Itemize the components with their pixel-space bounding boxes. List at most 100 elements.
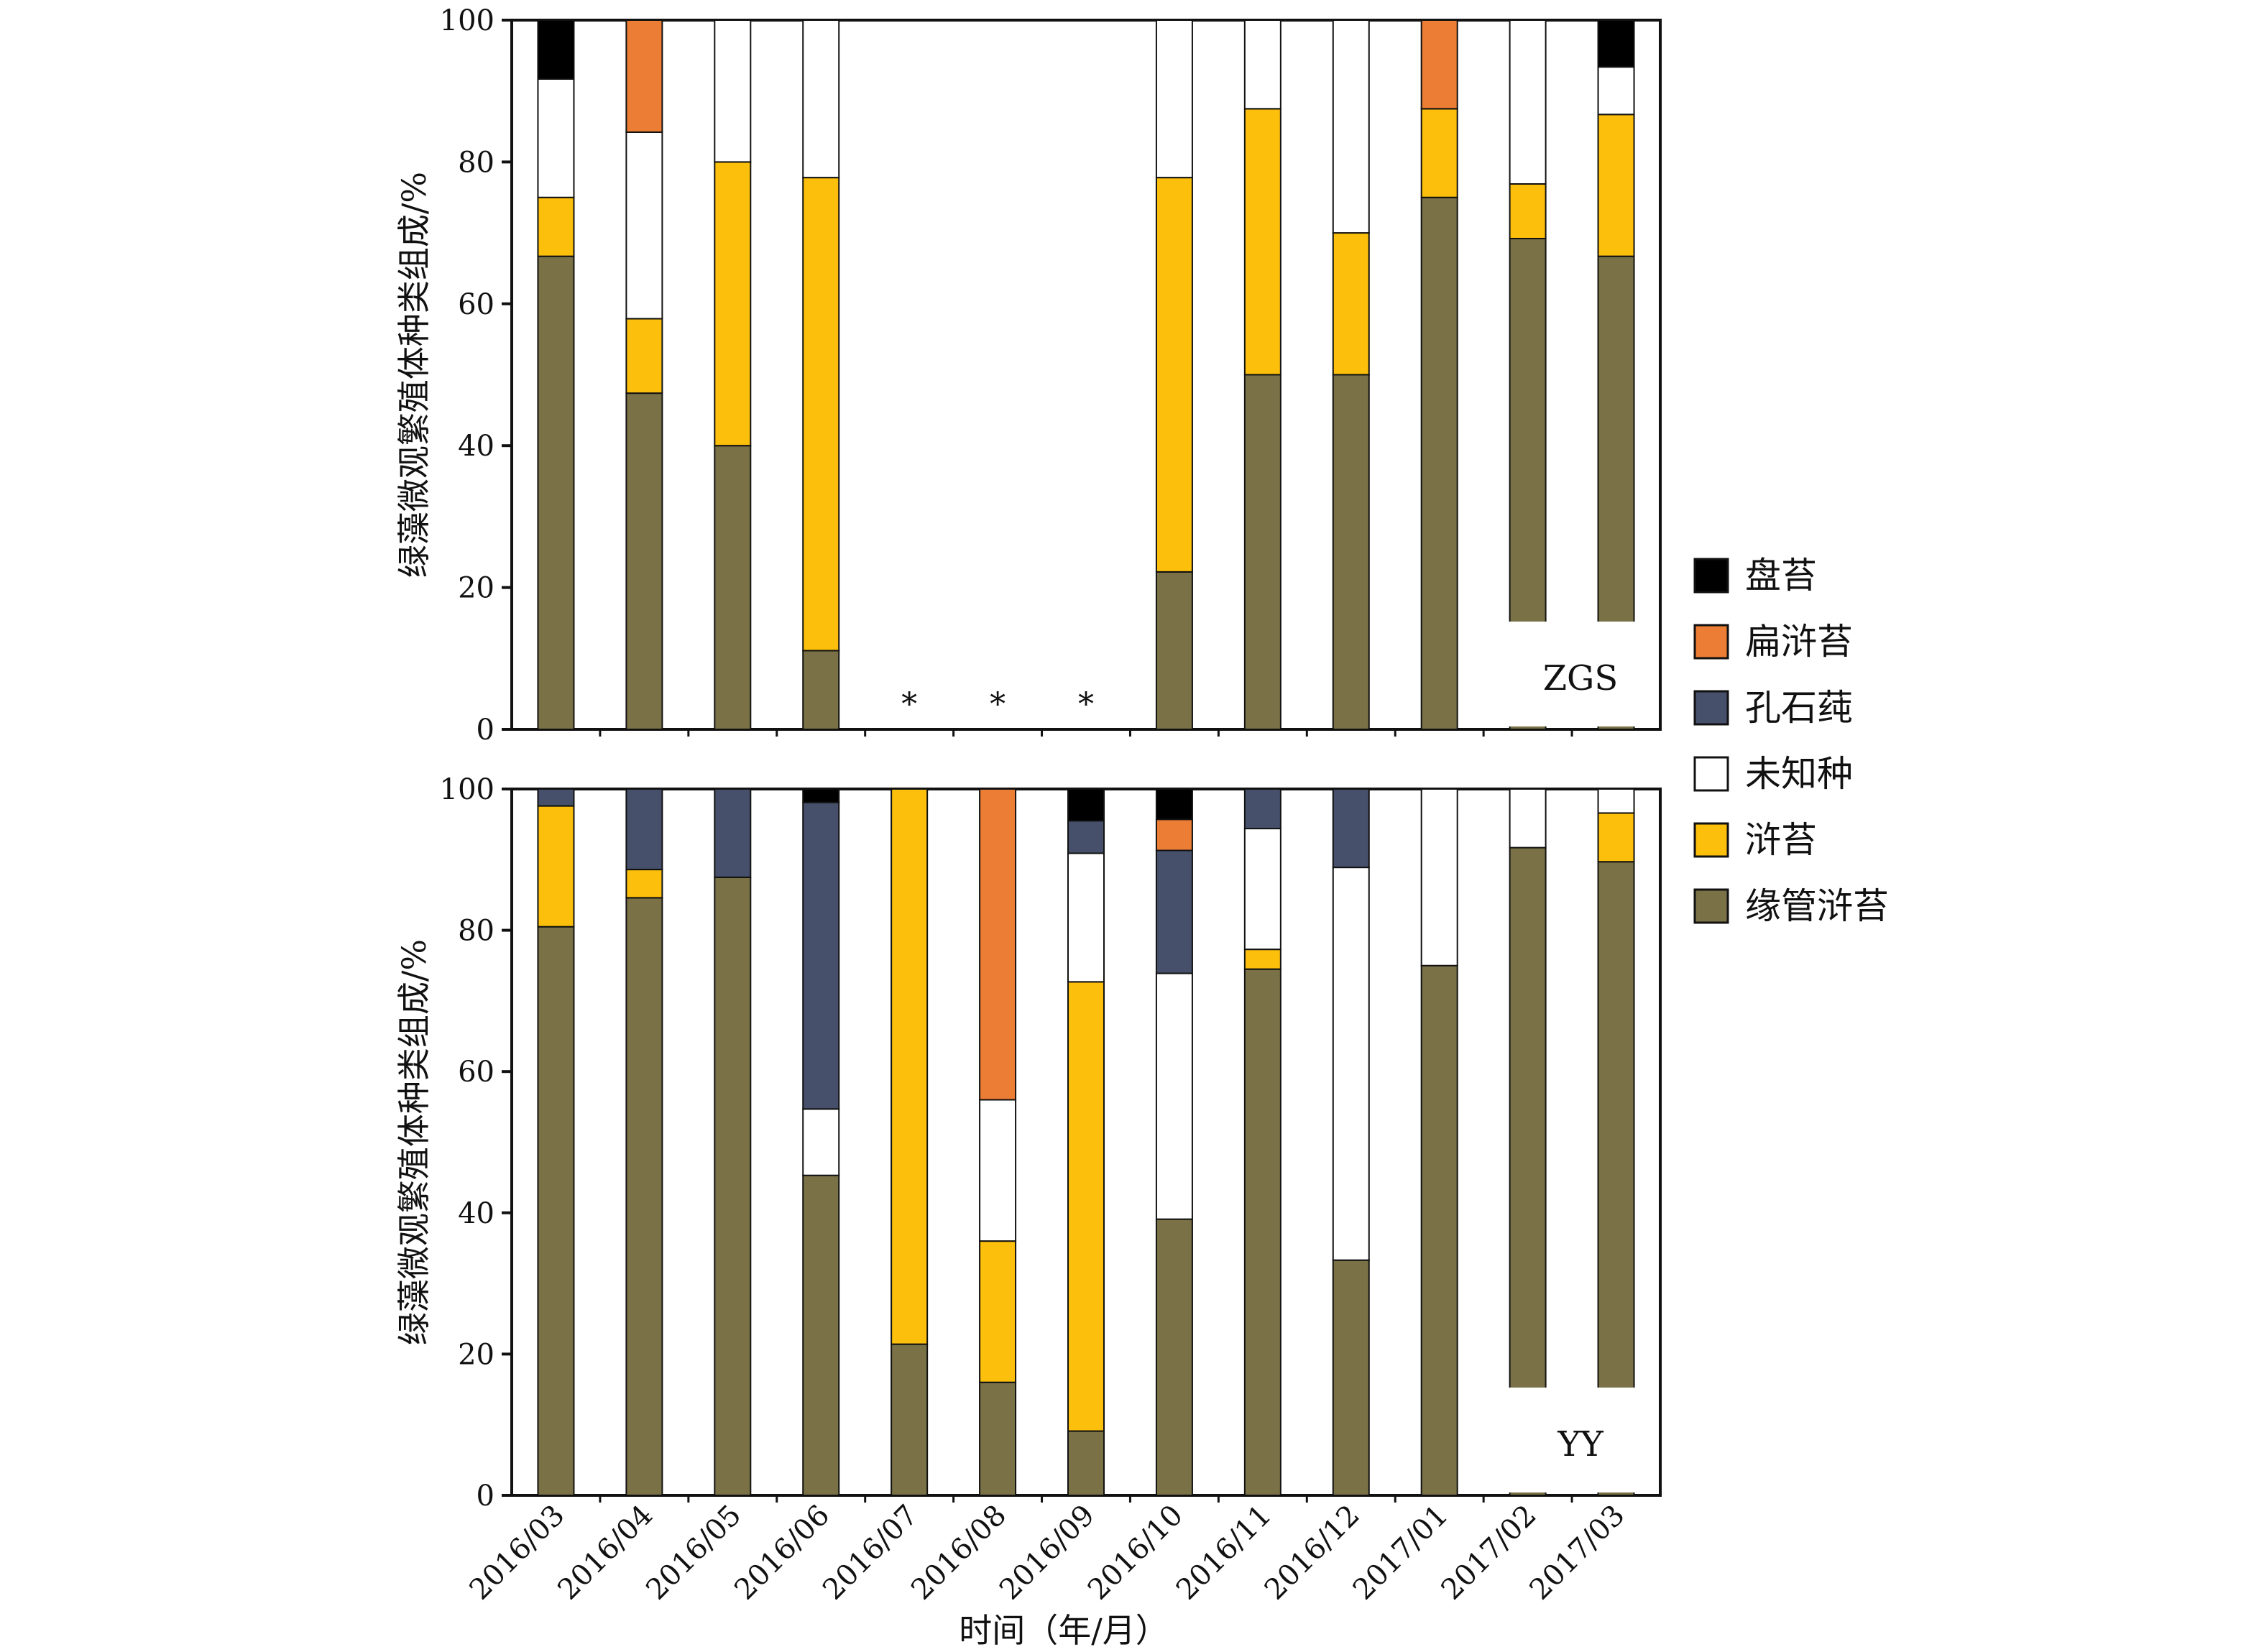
- bar-segment: [1067, 981, 1105, 1432]
- bar-segment: [979, 1240, 1017, 1383]
- bar-segment: [714, 445, 752, 730]
- bar-segment: [802, 788, 840, 803]
- x-tick-label: 2016/08: [905, 1499, 1013, 1607]
- bar-segment: [1067, 820, 1105, 854]
- legend-swatch: [1693, 756, 1729, 792]
- plot-frame: [510, 19, 1662, 731]
- bar-segment: [537, 19, 575, 80]
- x-tick-label: 2016/04: [551, 1499, 659, 1607]
- bar-segment: [1332, 1259, 1370, 1496]
- bar-segment: [1332, 19, 1370, 234]
- bar-segment: [1597, 66, 1635, 116]
- bar-segment: [1155, 972, 1193, 1220]
- x-axis-title: 时间（年/月）: [959, 1611, 1169, 1650]
- legend-swatch: [1693, 690, 1729, 726]
- legend-label: 缘管浒苔: [1745, 885, 1889, 927]
- bar-segment: [537, 196, 575, 257]
- bar-segment: [1420, 788, 1458, 966]
- bar-segment: [1509, 183, 1547, 239]
- legend-label: 扁浒苔: [1745, 621, 1853, 663]
- bar-segment: [1243, 108, 1281, 376]
- bar-segment: [1155, 849, 1193, 974]
- y-tick-label: 100: [440, 4, 494, 37]
- bar-segment: [1509, 846, 1547, 1496]
- y-tick-label: 0: [477, 714, 494, 747]
- x-tick-label: 2016/11: [1170, 1499, 1278, 1607]
- bar-segment: [802, 19, 840, 179]
- bar-segment: [1155, 818, 1193, 852]
- bar-segment: [1332, 374, 1370, 730]
- bar-segment: [1332, 232, 1370, 376]
- bar-segment: [625, 788, 663, 871]
- bar-segment: [979, 1381, 1017, 1496]
- bar-segment: [1420, 196, 1458, 730]
- y-tick-label: 60: [458, 288, 494, 321]
- x-tick-label: 2017/03: [1524, 1499, 1632, 1607]
- bar-segment: [1155, 177, 1193, 573]
- x-tick-labels: 2016/032016/042016/052016/062016/072016/…: [464, 1499, 1632, 1607]
- x-tick-label: 2016/05: [640, 1499, 747, 1607]
- legend-label: 盘苔: [1745, 555, 1817, 596]
- x-tick-label: 2016/10: [1082, 1499, 1189, 1607]
- y-tick-label: 40: [458, 430, 494, 463]
- panel-tag-box: [1460, 1388, 1657, 1492]
- x-tick-label: 2016/12: [1258, 1499, 1366, 1607]
- bar-segment: [802, 1108, 840, 1176]
- y-axis-title: 绿藻微观繁殖体种类组成/%: [395, 939, 433, 1345]
- bar-segment: [625, 869, 663, 899]
- bar-segment: [1067, 1430, 1105, 1496]
- legend-label: 浒苔: [1745, 819, 1817, 861]
- bar-segment: [714, 788, 752, 878]
- y-tick-label: 80: [458, 146, 494, 179]
- bar-segment: [537, 78, 575, 198]
- bar-segment: [1332, 788, 1370, 869]
- panel-tag: ZGS: [1543, 658, 1619, 698]
- bar-segment: [1243, 828, 1281, 951]
- legend-label: 孔石莼: [1745, 687, 1853, 729]
- bar-segment: [1067, 788, 1105, 822]
- bar-segment: [1597, 788, 1635, 814]
- x-tick-label: 2016/03: [464, 1499, 571, 1607]
- bar-segment: [1420, 19, 1458, 110]
- panel-tag-box: [1460, 622, 1657, 726]
- panel-tag: YY: [1557, 1424, 1604, 1464]
- bar-segment: [979, 1099, 1017, 1242]
- bar-segment: [802, 650, 840, 730]
- x-tick-label: 2016/07: [816, 1499, 924, 1607]
- bar-segment: [891, 788, 929, 1345]
- bar-segment: [625, 392, 663, 730]
- bar-segment: [1243, 949, 1281, 970]
- bar-segment: [714, 876, 752, 1496]
- x-tick-label: 2016/06: [728, 1499, 836, 1607]
- bar-segment: [1243, 968, 1281, 1497]
- missing-data-marker: *: [901, 686, 917, 723]
- bar-segment: [625, 131, 663, 320]
- bar-segment: [1155, 788, 1193, 821]
- y-tick-label: 60: [458, 1056, 494, 1089]
- legend-label: 未知种: [1745, 753, 1853, 795]
- panel-yy: 0 20 40 60 80 100 绿藻微观繁殖体种类组成/% YY: [395, 773, 1662, 1513]
- bar-segment: [1155, 571, 1193, 730]
- bar-segment: [625, 897, 663, 1496]
- x-tick-label: 2016/09: [993, 1499, 1101, 1607]
- bar-segment: [714, 161, 752, 447]
- bar-segment: [1155, 1218, 1193, 1496]
- bar-segment: [1509, 788, 1547, 849]
- x-tick-label: 2017/01: [1347, 1499, 1455, 1607]
- y-tick-label: 20: [458, 1338, 494, 1371]
- bar-segment: [537, 788, 575, 807]
- legend-swatch: [1693, 888, 1729, 924]
- bar-segment: [802, 1174, 840, 1497]
- legend-swatch: [1693, 822, 1729, 858]
- y-tick-label: 100: [440, 773, 494, 806]
- y-tick-label: 40: [458, 1197, 494, 1230]
- x-tick-label: 2017/02: [1435, 1499, 1543, 1607]
- bar-segment: [625, 318, 663, 394]
- bar-segment: [537, 255, 575, 730]
- bar-segment: [1509, 19, 1547, 185]
- y-tick-label: 80: [458, 915, 494, 948]
- bar-segment: [714, 19, 752, 163]
- bar-segment: [537, 805, 575, 928]
- bar-segment: [1420, 964, 1458, 1496]
